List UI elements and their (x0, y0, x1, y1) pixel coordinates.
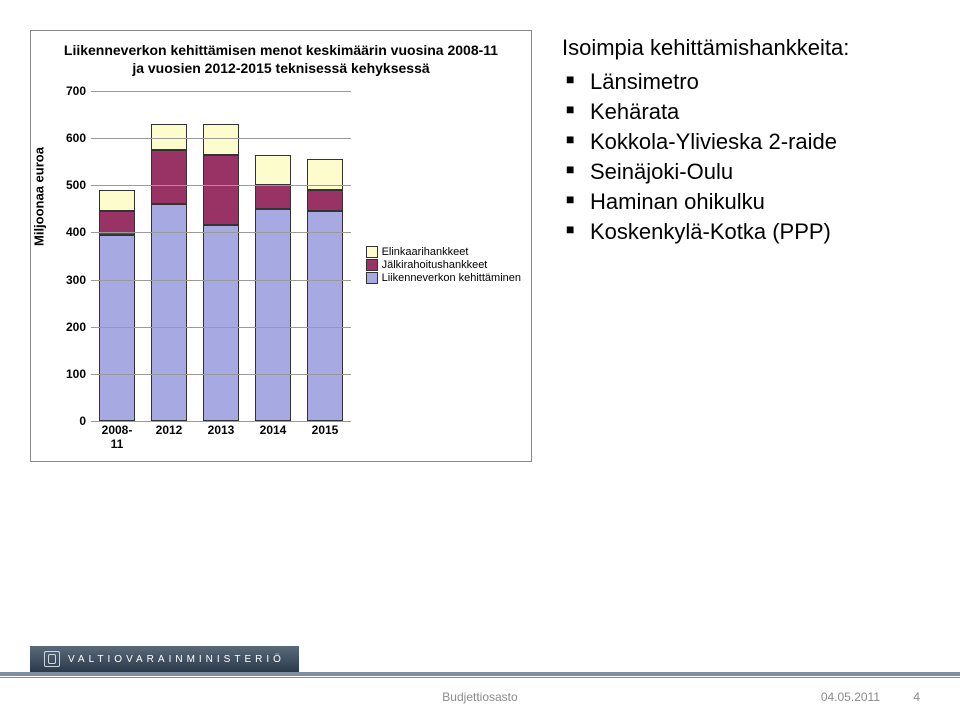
x-tick-label: 2013 (203, 423, 239, 451)
legend-swatch (366, 272, 378, 284)
bar-segment (203, 155, 239, 226)
bar-segment (151, 204, 187, 421)
gridline (91, 232, 351, 233)
legend-item: Jälkirahoitushankkeet (366, 259, 521, 271)
bar-segment (255, 209, 291, 421)
legend-label: Liikenneverkon kehittäminen (382, 272, 521, 284)
y-tick-label: 500 (61, 178, 86, 192)
footer: VALTIOVARAINMINISTERIÖ Budjettiosasto 04… (0, 656, 960, 716)
footer-date: 04.05.2011 (821, 690, 880, 704)
lion-icon (44, 651, 60, 667)
bar-stack (99, 190, 135, 421)
list-title: Isoimpia kehittämishankkeita: (562, 35, 849, 61)
org-logo: VALTIOVARAINMINISTERIÖ (30, 646, 299, 672)
y-tick-label: 200 (61, 320, 86, 334)
bar-stack (151, 124, 187, 421)
gridline (91, 280, 351, 281)
bar-segment (99, 235, 135, 421)
gridline (91, 421, 351, 422)
x-tick-label: 2014 (255, 423, 291, 451)
y-tick-label: 0 (61, 414, 86, 428)
gridline (91, 374, 351, 375)
y-tick-label: 600 (61, 131, 86, 145)
gridline (91, 327, 351, 328)
footer-lines (0, 672, 960, 678)
list-item: Kokkola-Ylivieska 2-raide (562, 129, 849, 155)
y-tick-label: 100 (61, 367, 86, 381)
list-item: Haminan ohikulku (562, 189, 849, 215)
legend-swatch (366, 259, 378, 271)
project-list: Isoimpia kehittämishankkeita: Länsimetro… (532, 30, 849, 462)
plot-area: 0100200300400500600700 (91, 91, 351, 421)
footer-center: Budjettiosasto (0, 690, 960, 704)
bar-segment (203, 225, 239, 421)
bar-stack (255, 155, 291, 421)
org-name: VALTIOVARAINMINISTERIÖ (68, 654, 285, 665)
legend-item: Liikenneverkon kehittäminen (366, 272, 521, 284)
bar-segment (255, 155, 291, 186)
chart-title: Liikenneverkon kehittämisen menot keskim… (31, 31, 531, 81)
bar-segment (307, 211, 343, 421)
x-tick-label: 2012 (151, 423, 187, 451)
gridline (91, 185, 351, 186)
bar-segment (255, 185, 291, 209)
legend: ElinkaarihankkeetJälkirahoitushankkeetLi… (366, 246, 521, 285)
y-tick-label: 400 (61, 225, 86, 239)
bar-segment (151, 150, 187, 204)
list-item: Länsimetro (562, 69, 849, 95)
gridline (91, 91, 351, 92)
footer-page: 4 (913, 690, 920, 704)
legend-label: Jälkirahoitushankkeet (382, 259, 488, 271)
list-item: Kehärata (562, 99, 849, 125)
list-item: Seinäjoki-Oulu (562, 159, 849, 185)
bar-segment (99, 211, 135, 235)
slide: Liikenneverkon kehittämisen menot keskim… (0, 0, 960, 716)
bar-segment (307, 190, 343, 211)
y-axis-title: Miljoonaa euroa (32, 147, 47, 246)
x-tick-label: 2015 (307, 423, 343, 451)
x-axis-labels: 2008-11 2012 2013 2014 2015 (91, 423, 351, 451)
bar-stack (307, 159, 343, 421)
list-item: Koskenkylä-Kotka (PPP) (562, 219, 849, 245)
bars-group (91, 91, 351, 421)
content-row: Liikenneverkon kehittämisen menot keskim… (0, 0, 960, 462)
bar-segment (151, 124, 187, 150)
chart-container: Liikenneverkon kehittämisen menot keskim… (30, 30, 532, 462)
bar-segment (203, 124, 239, 155)
project-items: Länsimetro Kehärata Kokkola-Ylivieska 2-ra… (562, 69, 849, 245)
y-tick-label: 700 (61, 84, 86, 98)
bar-segment (99, 190, 135, 211)
legend-item: Elinkaarihankkeet (366, 246, 521, 258)
gridline (91, 138, 351, 139)
y-tick-label: 300 (61, 273, 86, 287)
bar-stack (203, 124, 239, 421)
x-tick-label: 2008-11 (99, 423, 135, 451)
legend-label: Elinkaarihankkeet (382, 246, 469, 258)
legend-swatch (366, 246, 378, 258)
